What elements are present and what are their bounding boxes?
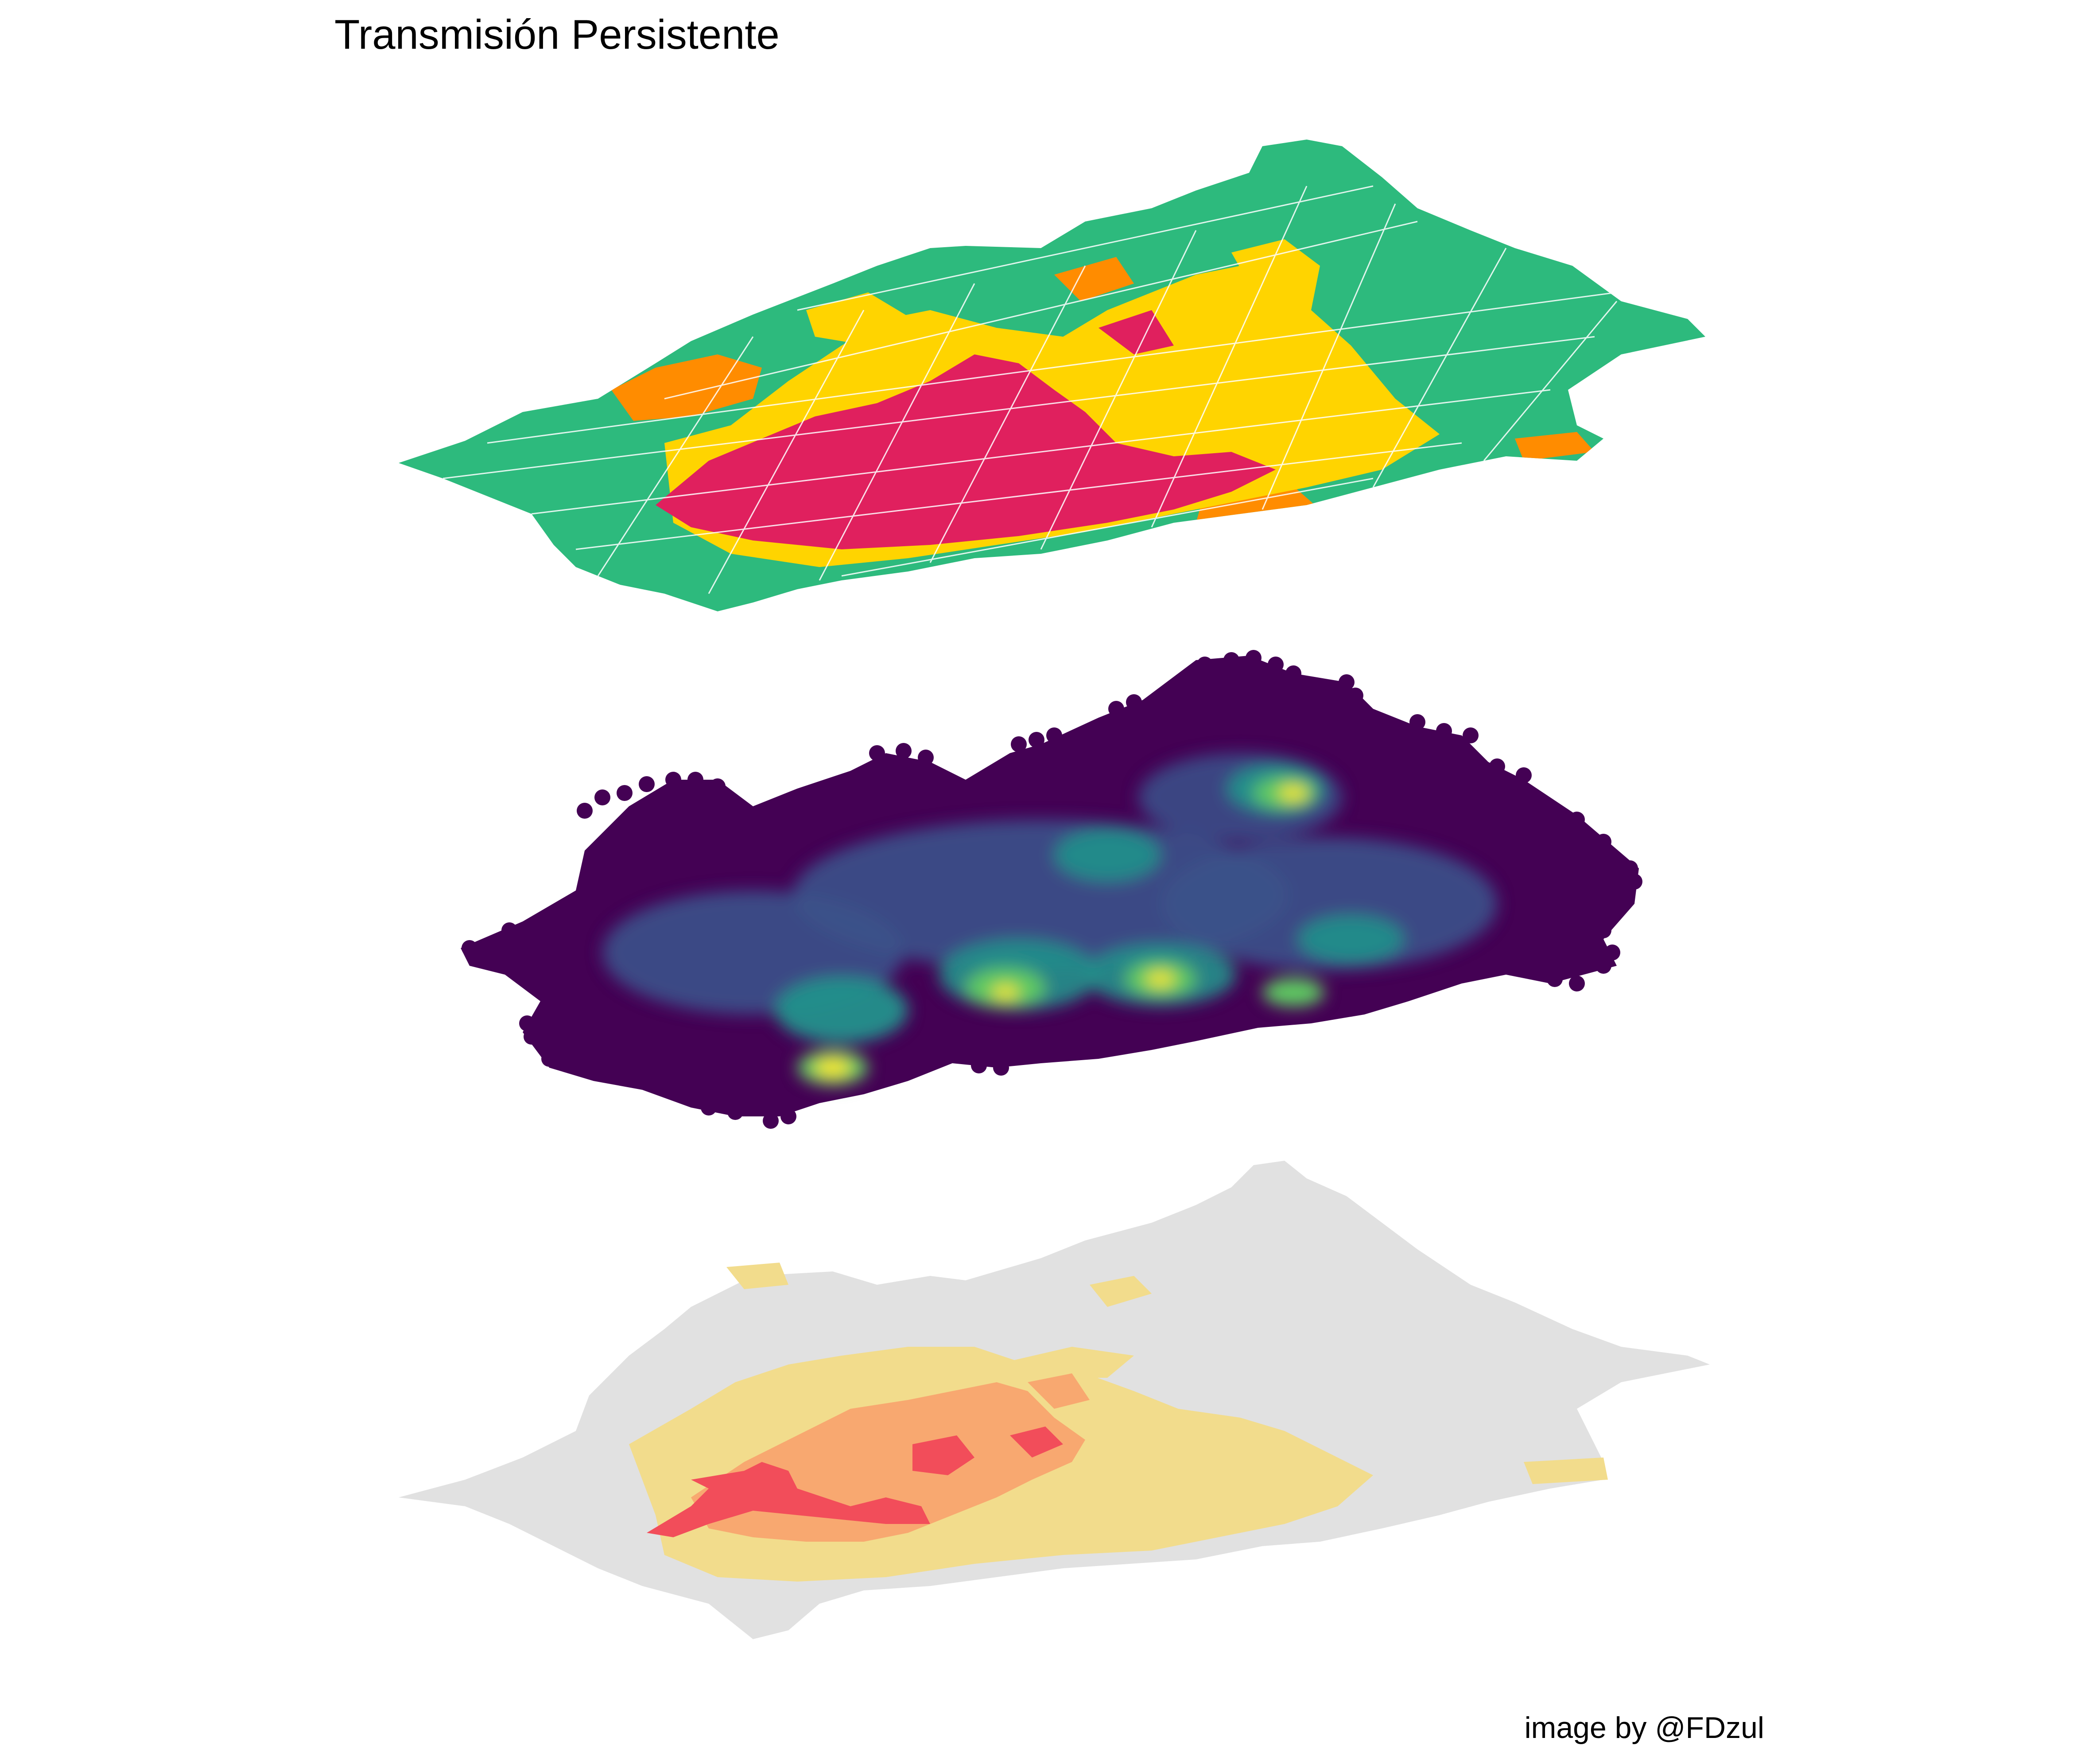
hotspot-low-zone	[1014, 1347, 1134, 1378]
risk-strata-map-layer	[399, 140, 1705, 611]
density-hotspots	[602, 753, 1497, 1085]
density-surface-map-layer	[461, 650, 1642, 1129]
hotspot-medium-zone	[1028, 1373, 1090, 1409]
hotspot-low-zone	[1090, 1276, 1152, 1307]
hotspot-high-zone	[1010, 1427, 1063, 1458]
risk-high-zone	[611, 354, 762, 421]
hotspot-low-zone	[1524, 1458, 1608, 1484]
hotspot-high-zone	[912, 1435, 974, 1475]
risk-medium-zone	[1231, 239, 1320, 288]
risk-high-zone	[1054, 257, 1134, 301]
hotspot-low-zone	[726, 1263, 788, 1289]
block-boundaries	[443, 185, 1684, 594]
density-edge-dots	[462, 650, 1642, 1129]
risk-high-zone	[1515, 432, 1595, 461]
risk-high-zone	[726, 230, 806, 275]
image-credit: image by @FDzul	[1524, 1711, 1764, 1745]
risk-very-high-zone	[656, 354, 1276, 549]
map-title: Transmisión Persistente	[334, 11, 780, 58]
hotspot-map-layer	[399, 1161, 1710, 1639]
hotspot-high-zone	[647, 1462, 930, 1537]
risk-very-high-zone	[1099, 310, 1174, 354]
